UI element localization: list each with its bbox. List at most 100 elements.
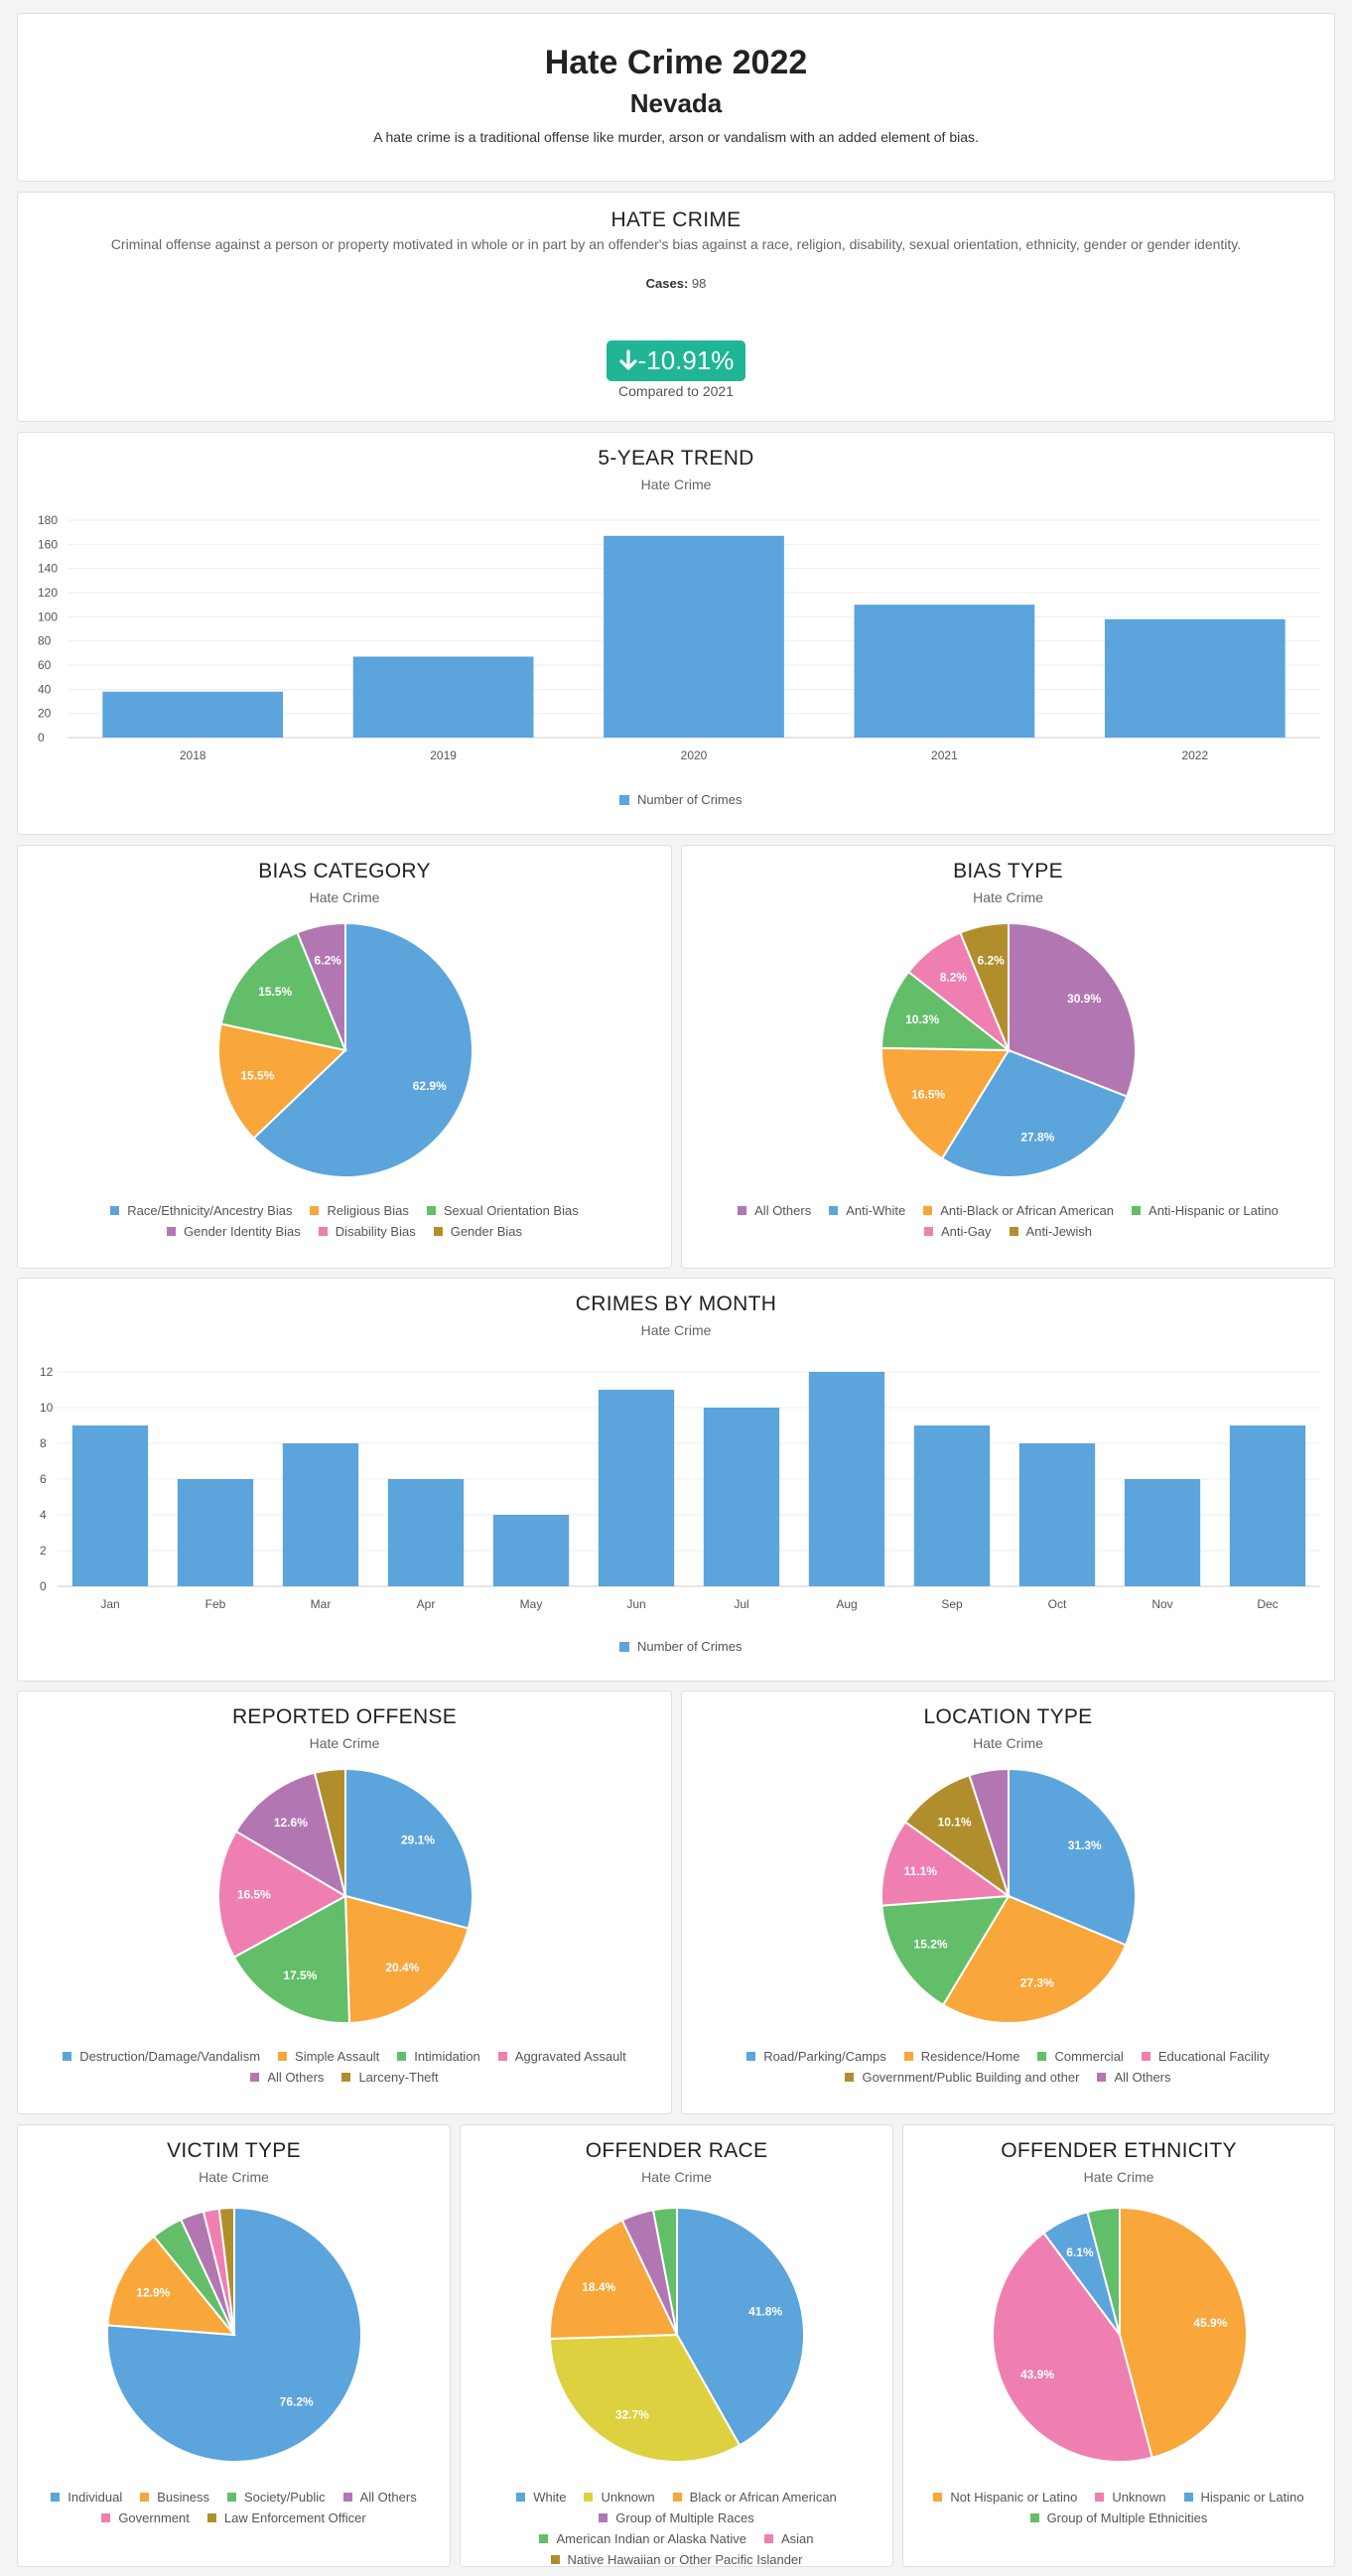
- legend-item-law-enforcement-officer[interactable]: Law Enforcement Officer: [206, 2508, 366, 2528]
- pie-slice-aggravated-assault[interactable]: [217, 1830, 348, 1960]
- legend-item-unknown[interactable]: Unknown: [1095, 2487, 1166, 2508]
- pie-slice-individual[interactable]: [106, 2206, 362, 2463]
- legend-item-black-or-african-american[interactable]: Black or African American: [672, 2487, 837, 2508]
- pie-slice-unknown[interactable]: [549, 2333, 742, 2463]
- pie-slice-all-others[interactable]: [234, 1771, 347, 1899]
- legend-item-all-others[interactable]: All Others: [342, 2487, 417, 2508]
- pie-slice-all-others[interactable]: [968, 1767, 1010, 1897]
- legend-item-gender-bias[interactable]: Gender Bias: [433, 1221, 522, 1242]
- legend-swatch: [1132, 1206, 1142, 1215]
- pie-slice-not-hispanic-or-latino[interactable]: [1119, 2206, 1248, 2459]
- legend-item-group-of-multiple-races[interactable]: Group of Multiple Races: [599, 2508, 754, 2528]
- legend-item-american-indian-or-alaska-native[interactable]: American Indian or Alaska Native: [539, 2528, 746, 2549]
- bar-oct[interactable]: [1018, 1443, 1096, 1586]
- legend-item-not-hispanic-or-latino[interactable]: Not Hispanic or Latino: [933, 2487, 1077, 2508]
- pie-slice-business[interactable]: [106, 2235, 237, 2337]
- legend-item-asian[interactable]: Asian: [763, 2528, 814, 2549]
- bar-nov[interactable]: [1124, 1479, 1201, 1586]
- bar-2021[interactable]: [854, 605, 1035, 738]
- legend-item-religious-bias[interactable]: Religious Bias: [310, 1200, 409, 1221]
- pie-slice-simple-assault[interactable]: [343, 1894, 470, 2024]
- legend-item-society-public[interactable]: Society/Public: [226, 2487, 326, 2508]
- pie-slice-larceny-theft[interactable]: [313, 1767, 346, 1897]
- legend-label[interactable]: Number of Crimes: [637, 1639, 743, 1654]
- pie-slice-anti-black-or-african-american[interactable]: [880, 1046, 1011, 1160]
- pie-slice-unknown[interactable]: [992, 2231, 1153, 2463]
- legend-item-anti-jewish[interactable]: Anti-Jewish: [1009, 1221, 1092, 1242]
- pie-slice-race-ethnicity-ancestry-bias[interactable]: [252, 921, 473, 1178]
- legend-item-group-of-multiple-ethnicities[interactable]: Group of Multiple Ethnicities: [1029, 2508, 1207, 2528]
- legend-item-residence-home[interactable]: Residence/Home: [903, 2046, 1019, 2067]
- legend-item-intimidation[interactable]: Intimidation: [397, 2046, 480, 2067]
- bias-category-card: BIAS CATEGORY Hate Crime 62.9% 15.5% 15.5%…: [17, 845, 672, 1269]
- legend-item-unknown[interactable]: Unknown: [584, 2487, 655, 2508]
- legend-item-anti-black-or-african-american[interactable]: Anti-Black or African American: [923, 1200, 1114, 1221]
- legend-item-commercial[interactable]: Commercial: [1037, 2046, 1124, 2067]
- bar-sep[interactable]: [913, 1425, 991, 1586]
- pie-slice-anti-hispanic-or-latino[interactable]: [880, 970, 1012, 1052]
- bar-2018[interactable]: [102, 691, 284, 738]
- pie-slice-law-enforcement-officer[interactable]: [217, 2206, 235, 2336]
- legend-item-destruction-damage-vandalism[interactable]: Destruction/Damage/Vandalism: [63, 2046, 260, 2067]
- legend-item-hispanic-or-latino[interactable]: Hispanic or Latino: [1183, 2487, 1304, 2508]
- bar-feb[interactable]: [177, 1479, 254, 1586]
- slice-label: 31.3%: [1068, 1838, 1102, 1852]
- pie-slice-sexual-orientation-bias[interactable]: [219, 931, 347, 1052]
- pie-slice-commercial[interactable]: [880, 1894, 1011, 2007]
- bar-2019[interactable]: [352, 656, 534, 738]
- legend-item-simple-assault[interactable]: Simple Assault: [278, 2046, 379, 2067]
- offender-race-pie-chart: 41.8% 32.7% 18.4%: [549, 2206, 805, 2463]
- legend-item-sexual-orientation-bias[interactable]: Sexual Orientation Bias: [426, 1200, 579, 1221]
- bar-jun[interactable]: [598, 1390, 675, 1586]
- slice-label: 30.9%: [1067, 992, 1101, 1006]
- pie-slice-residence-home[interactable]: [941, 1894, 1128, 2024]
- pie-slice-all-others[interactable]: [1008, 921, 1137, 1098]
- bar-jan[interactable]: [71, 1425, 149, 1586]
- legend-label: Larceny-Theft: [358, 2070, 439, 2085]
- legend-item-gender-identity-bias[interactable]: Gender Identity Bias: [167, 1221, 301, 1242]
- pie-slice-gender-identity-bias[interactable]: [296, 921, 346, 1051]
- legend-item-disability-bias[interactable]: Disability Bias: [318, 1221, 416, 1242]
- pie-slice-american-indian-or-alaska-native[interactable]: [651, 2206, 678, 2336]
- legend-item-government[interactable]: Government: [101, 2508, 190, 2528]
- legend-item-individual[interactable]: Individual: [51, 2487, 122, 2508]
- pie-slice-road-parking-camps[interactable]: [1008, 1767, 1137, 1947]
- bar-dec[interactable]: [1229, 1425, 1306, 1586]
- legend-item-anti-white[interactable]: Anti-White: [829, 1200, 905, 1221]
- legend-label: All Others: [1114, 2070, 1171, 2085]
- legend-item-native-hawaiian-or-other-pacific-islander[interactable]: Native Hawaiian or Other Pacific Islande…: [550, 2549, 803, 2570]
- pie-slice-religious-bias[interactable]: [217, 1022, 348, 1140]
- legend-item-government-public-building-and-other[interactable]: Government/Public Building and other: [845, 2067, 1079, 2088]
- legend-item-educational-facility[interactable]: Educational Facility: [1141, 2046, 1270, 2067]
- bar-2022[interactable]: [1104, 618, 1285, 738]
- legend-item-race-ethnicity-ancestry-bias[interactable]: Race/Ethnicity/Ancestry Bias: [110, 1200, 292, 1221]
- legend-item-business[interactable]: Business: [140, 2487, 209, 2508]
- offender-race-subtitle: Hate Crime: [641, 2169, 712, 2185]
- pie-slice-government-public-building-and-other[interactable]: [903, 1774, 1011, 1899]
- pie-slice-destruction-damage-vandalism[interactable]: [344, 1767, 473, 1930]
- legend-item-all-others[interactable]: All Others: [738, 1200, 811, 1221]
- legend-item-all-others[interactable]: All Others: [1097, 2067, 1171, 2088]
- legend-item-aggravated-assault[interactable]: Aggravated Assault: [497, 2046, 626, 2067]
- bar-may[interactable]: [492, 1515, 570, 1586]
- legend-label[interactable]: Number of Crimes: [637, 792, 743, 807]
- pie-slice-educational-facility[interactable]: [880, 1821, 1012, 1907]
- bar-2020[interactable]: [604, 535, 784, 738]
- bar-aug[interactable]: [808, 1372, 885, 1586]
- legend-item-road-parking-camps[interactable]: Road/Parking/Camps: [746, 2046, 886, 2067]
- pie-slice-white[interactable]: [676, 2206, 805, 2447]
- bar-apr[interactable]: [387, 1479, 465, 1586]
- pie-slice-group-of-multiple-ethnicities[interactable]: [1086, 2206, 1121, 2336]
- bar-jul[interactable]: [703, 1408, 780, 1586]
- pie-slice-intimidation[interactable]: [232, 1894, 351, 2024]
- bar-mar[interactable]: [282, 1443, 359, 1586]
- legend-item-anti-gay[interactable]: Anti-Gay: [923, 1221, 992, 1242]
- legend-item-all-others[interactable]: All Others: [250, 2067, 324, 2088]
- pie-slice-anti-jewish[interactable]: [959, 921, 1010, 1051]
- legend-item-larceny-theft[interactable]: Larceny-Theft: [341, 2067, 439, 2088]
- pie-slice-black-or-african-american[interactable]: [549, 2219, 679, 2341]
- legend-item-anti-hispanic-or-latino[interactable]: Anti-Hispanic or Latino: [1132, 1200, 1279, 1221]
- reported-offense-subtitle: Hate Crime: [309, 1735, 380, 1751]
- legend-item-white[interactable]: White: [516, 2487, 566, 2508]
- pie-slice-anti-white[interactable]: [940, 1048, 1129, 1178]
